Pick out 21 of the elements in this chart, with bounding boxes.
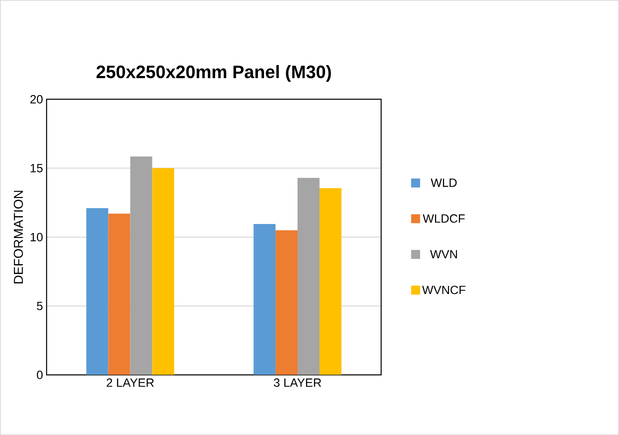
y-tick-label: 0 <box>36 370 43 380</box>
bar <box>108 214 130 375</box>
bar <box>86 208 108 375</box>
y-tick-label: 5 <box>36 302 43 310</box>
bar <box>319 188 342 375</box>
bar <box>298 178 320 375</box>
bar <box>130 156 152 375</box>
bar <box>152 168 174 375</box>
chart-title: 250x250x20mm Panel (M30) <box>96 64 331 82</box>
legend-label: WVNCF <box>422 286 466 294</box>
legend-label: WVN <box>430 250 457 258</box>
y-tick-label: 10 <box>30 232 43 242</box>
legend-label: WLDCF <box>422 214 465 223</box>
bar <box>276 230 298 375</box>
y-tick-label: 15 <box>30 164 43 172</box>
x-tick-label: 2 LAYER <box>106 378 154 387</box>
x-tick-label: 3 LAYER <box>274 378 322 387</box>
bar <box>254 224 276 375</box>
y-axis-title: DEFORMATION <box>14 190 23 284</box>
y-tick-label: 20 <box>30 94 43 104</box>
legend-label: WLD <box>430 178 457 187</box>
